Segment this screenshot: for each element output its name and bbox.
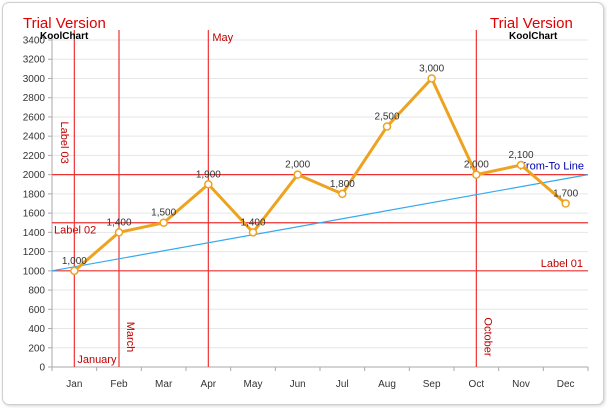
horizontal-reference-label: Label 01 xyxy=(541,258,583,270)
data-point xyxy=(204,180,213,189)
data-label: 3,000 xyxy=(419,63,444,74)
y-tick-label: 800 xyxy=(28,286,45,297)
x-tick-label: Oct xyxy=(469,379,485,390)
series-line xyxy=(72,76,568,273)
data-label: 2,500 xyxy=(374,112,399,123)
series-line-group xyxy=(72,76,568,273)
y-tick-label: 1400 xyxy=(23,228,46,239)
data-label: 1,700 xyxy=(553,189,578,200)
series-markers xyxy=(70,74,570,276)
x-tick-label: Jul xyxy=(336,379,349,390)
horizontal-reference-label: Label 02 xyxy=(54,225,96,237)
data-point xyxy=(293,170,302,179)
y-tick-label: 3400 xyxy=(23,36,46,47)
watermark-left-brand: KoolChart xyxy=(40,31,89,42)
data-point xyxy=(338,189,347,199)
y-tick-label: 400 xyxy=(28,324,45,335)
x-tick-label: Apr xyxy=(201,379,217,390)
data-label: 1,400 xyxy=(106,217,131,228)
data-label: 1,000 xyxy=(62,256,87,267)
grid-lines xyxy=(52,39,588,368)
data-label: 1,400 xyxy=(240,217,265,228)
x-tick-label: May xyxy=(244,379,263,390)
y-tick-label: 2600 xyxy=(23,112,46,123)
y-tick-label: 2200 xyxy=(23,151,46,162)
x-tick-label: Nov xyxy=(512,379,530,390)
x-tick-label: Feb xyxy=(110,379,128,390)
data-point xyxy=(70,266,79,276)
trend-line-label: From-To Line xyxy=(519,161,584,173)
data-point xyxy=(427,74,436,83)
watermark-right-brand: KoolChart xyxy=(509,31,558,42)
watermark-left: Trial Version xyxy=(23,15,106,32)
x-tick-label: Dec xyxy=(557,379,575,390)
data-point xyxy=(516,160,526,170)
trend-line-group: From-To Line xyxy=(51,161,589,272)
watermark-right: Trial Version xyxy=(490,15,573,32)
data-label: 2,000 xyxy=(285,160,310,171)
data-labels: 1,000 1,400 1,500 1,900 1,400 2,000 1,800 2,500… xyxy=(62,63,579,266)
x-tick-label: Mar xyxy=(155,379,173,390)
y-tick-label: 3200 xyxy=(23,55,46,66)
data-label: 1,500 xyxy=(151,208,176,219)
y-tick-label: 1800 xyxy=(23,189,46,200)
y-tick-label: 2400 xyxy=(23,132,46,143)
data-point xyxy=(248,228,258,237)
trend-line xyxy=(51,174,589,272)
axes: 0 200 400 600 800 1000 1200 1400 1600 1800 2000 220… xyxy=(23,36,589,390)
horizontal-reference-label: Label 03 xyxy=(58,122,70,164)
reference-lines: Label 01 Label 02 Label 03 January March May O… xyxy=(52,30,588,367)
data-label: 1,800 xyxy=(330,179,355,190)
x-tick-label: Jun xyxy=(290,379,306,390)
vertical-reference-label: January xyxy=(77,354,117,366)
data-label: 2,100 xyxy=(508,150,533,161)
y-tick-label: 1600 xyxy=(23,209,46,220)
data-label: 1,900 xyxy=(196,169,221,180)
data-point xyxy=(159,218,168,227)
data-point xyxy=(114,228,124,237)
y-tick-label: 1000 xyxy=(23,266,46,277)
data-label: 2,000 xyxy=(464,160,489,171)
data-point xyxy=(382,122,392,131)
x-tick-label: Sep xyxy=(423,379,441,390)
vertical-reference-label: March xyxy=(124,322,136,353)
vertical-reference-label: October xyxy=(481,317,493,356)
y-tick-label: 200 xyxy=(28,343,45,354)
y-tick-label: 600 xyxy=(28,305,45,316)
y-tick-label: 2000 xyxy=(23,170,46,181)
x-tick-label: Aug xyxy=(378,379,396,390)
vertical-reference-label: May xyxy=(212,32,233,44)
data-point xyxy=(472,170,481,179)
chart-frame xyxy=(2,2,604,405)
y-tick-label: 0 xyxy=(39,363,45,374)
y-tick-label: 2800 xyxy=(23,93,46,104)
data-point xyxy=(561,199,570,208)
y-tick-label: 3000 xyxy=(23,74,46,85)
x-tick-label: Jan xyxy=(66,379,82,390)
y-tick-label: 1200 xyxy=(23,247,46,258)
